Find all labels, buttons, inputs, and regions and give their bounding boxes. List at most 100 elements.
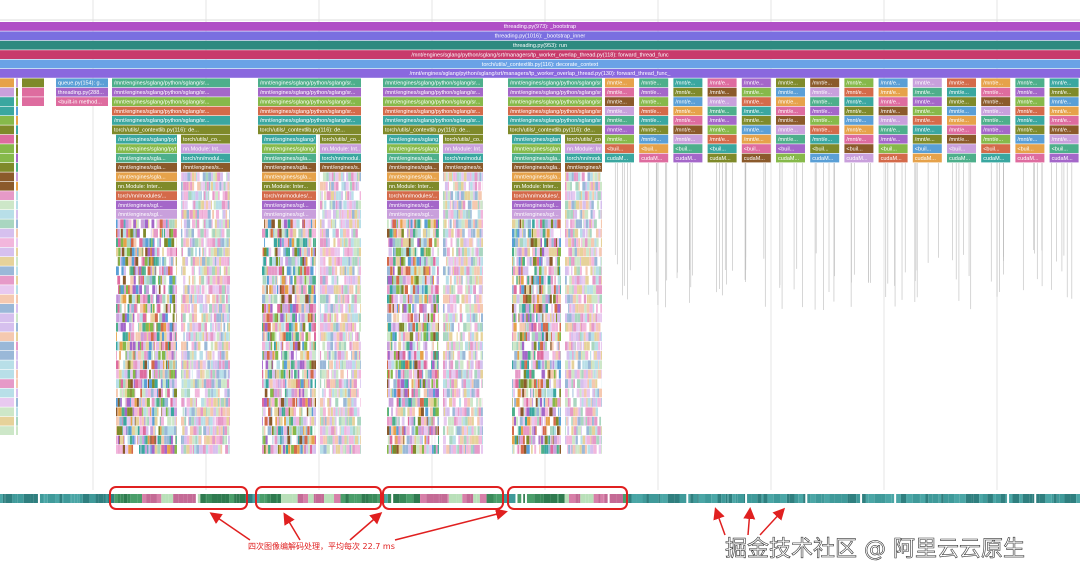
sample-stripe — [334, 191, 336, 200]
sample-stripe — [197, 228, 201, 238]
sample-stripe — [183, 435, 187, 445]
sample-stripe — [326, 341, 331, 351]
sample-stripe — [595, 275, 598, 285]
sample-stripe — [543, 435, 545, 445]
sample-stripe — [420, 351, 424, 360]
sample-stripe — [540, 341, 544, 351]
sample-stripe — [207, 275, 210, 285]
sample-stripe — [328, 172, 330, 182]
sample-stripe — [215, 200, 219, 210]
narrow-frame — [0, 304, 14, 313]
sample-stripe — [338, 341, 342, 351]
sample-stripe — [512, 247, 515, 257]
sample-stripe — [141, 445, 145, 454]
sample-stripe — [304, 360, 307, 370]
sample-stripe — [274, 398, 278, 407]
sample-stripe — [277, 238, 278, 247]
frame-label: torch/nn/modules/... — [264, 193, 313, 199]
sample-stripe — [148, 351, 152, 360]
stack-frame: nn.Module: Int... — [443, 144, 483, 153]
sample-stripe — [531, 388, 534, 398]
sample-stripe — [354, 219, 357, 229]
sample-stripe — [599, 181, 602, 191]
sample-stripe — [120, 398, 122, 407]
sample-stripe — [321, 369, 325, 379]
sample-stripe — [565, 369, 567, 379]
sample-stripe — [335, 266, 338, 276]
sample-stripe — [214, 257, 217, 266]
sample-stripe — [151, 238, 153, 247]
sample-stripe — [463, 435, 467, 445]
stack-frame: torch/nn/modul... — [443, 153, 483, 163]
stack-frame: /mnt/engines/sglang/python/sglang/sr... — [383, 78, 483, 88]
sample-stripe — [535, 398, 538, 407]
sample-stripe — [263, 351, 265, 360]
sample-stripe — [262, 257, 264, 266]
sample-stripe — [191, 172, 195, 182]
sample-stripe — [550, 369, 554, 379]
sample-stripe — [296, 379, 298, 388]
sample-stripe — [267, 416, 270, 426]
sample-stripe — [584, 191, 588, 200]
stack-frame: /mnt/engines/sglang/python/sglang/s... — [512, 134, 561, 144]
sample-stripe — [549, 228, 551, 238]
sample-stripe — [390, 416, 393, 426]
sample-stripe — [571, 200, 575, 210]
sample-stripe — [279, 332, 283, 341]
sample-stripe — [477, 341, 480, 351]
sample-stripe — [286, 313, 288, 323]
sample-stripe — [136, 369, 140, 379]
sample-stripe — [160, 275, 162, 285]
sample-stripe — [520, 435, 523, 445]
sample-stripe — [436, 294, 437, 304]
sample-stripe — [403, 426, 406, 435]
sample-stripe — [479, 228, 482, 238]
sample-stripe — [469, 445, 471, 454]
sample-stripe — [320, 200, 323, 210]
sample-stripe — [283, 426, 287, 435]
sample-stripe — [535, 247, 537, 257]
sample-stripe — [334, 388, 338, 398]
stack-frame: nn.Module: Int... — [565, 144, 602, 153]
sample-stripe — [448, 360, 450, 370]
frame-label: /mnt/engines/sglang/python/sglang/... — [514, 146, 606, 152]
sample-stripe — [519, 360, 522, 370]
sample-stripe — [300, 351, 304, 360]
sample-stripe — [295, 332, 299, 341]
sample-stripe — [284, 228, 287, 238]
sample-stripe — [193, 191, 196, 200]
sample-stripe — [302, 445, 304, 454]
stack-frame: nn.Module: Inter... — [512, 181, 561, 191]
sample-stripe — [277, 238, 280, 247]
sample-stripe — [325, 369, 327, 379]
sample-stripe — [154, 416, 158, 426]
sample-stripe — [420, 360, 424, 370]
sample-stripe — [344, 294, 348, 304]
sample-stripe — [474, 304, 478, 313]
sample-stripe — [227, 360, 230, 370]
sample-stripe — [189, 416, 192, 426]
sample-stripe — [210, 181, 214, 191]
sample-stripe — [186, 210, 190, 219]
sample-stripe — [203, 407, 207, 417]
sample-stripe — [203, 416, 206, 426]
sample-stripe — [270, 388, 274, 398]
sample-stripe — [458, 322, 460, 332]
sample-stripe — [215, 191, 218, 200]
sample-stripe — [533, 388, 535, 398]
sample-stripe — [435, 379, 439, 388]
sample-stripe — [391, 247, 392, 257]
sample-stripe — [433, 445, 436, 454]
sample-stripe — [267, 369, 270, 379]
sample-stripe — [536, 247, 538, 257]
sample-stripe — [133, 228, 135, 238]
sample-stripe — [164, 369, 168, 379]
sample-stripe — [186, 445, 190, 454]
sample-stripe — [182, 257, 185, 266]
sample-stripe — [431, 369, 435, 379]
sample-stripe — [515, 369, 519, 379]
frame-box — [387, 134, 439, 144]
sample-stripe — [274, 294, 278, 304]
sample-stripe — [348, 332, 349, 341]
sample-stripe — [271, 285, 273, 294]
